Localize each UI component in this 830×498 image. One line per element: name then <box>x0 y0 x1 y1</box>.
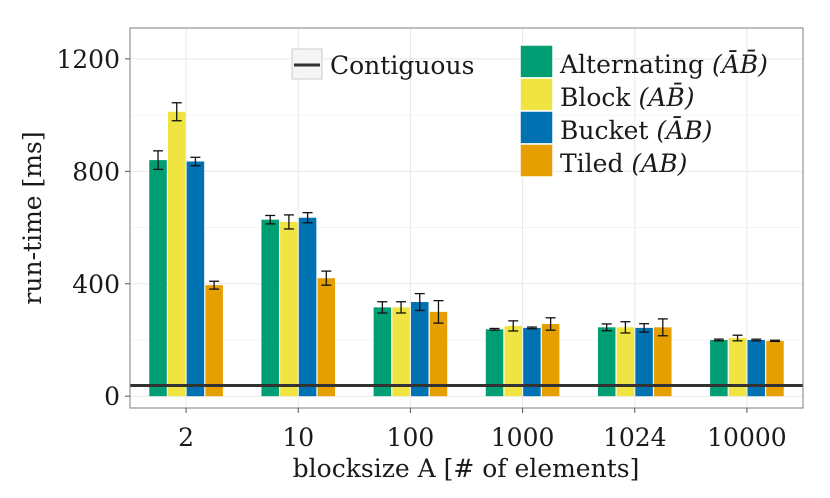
plot-panel-border <box>129 27 804 409</box>
bar-tiled <box>317 278 336 397</box>
x-tick-label: 10000 <box>707 423 787 452</box>
bar-alternating <box>373 307 392 397</box>
bar-block <box>728 338 747 397</box>
legend-series: Alternating (ĀB̄) Block (AB̄) Bucket (ĀB) T… <box>519 44 768 178</box>
bar-block <box>504 325 522 397</box>
y-tick-label: 1200 <box>56 45 120 74</box>
legend-name: Alternating <box>559 50 712 79</box>
legend-swatch-block <box>519 77 554 112</box>
legend-swatch-bucket <box>519 110 554 145</box>
legend-swatch-tiled <box>519 143 554 178</box>
x-axis-title: blocksize A [# of elements] <box>293 454 640 483</box>
legend-label-bucket: Bucket (ĀB) <box>560 116 712 145</box>
x-tick-label: 100 <box>387 423 435 452</box>
y-tick-label: 400 <box>72 270 120 299</box>
bar-alternating <box>597 327 616 397</box>
x-tick-label: 1000 <box>491 423 555 452</box>
legend-name: Tiled <box>560 149 631 178</box>
x-tick-label: 2 <box>178 423 194 452</box>
bar-alternating <box>485 329 504 397</box>
bar-tiled <box>205 285 223 397</box>
bar-alternating <box>149 160 167 397</box>
bar-block <box>616 327 635 397</box>
error-bars <box>153 102 780 343</box>
grid <box>130 28 803 408</box>
legend-name: Block <box>560 83 639 112</box>
bar-block <box>280 221 298 397</box>
legend-math: (AB̄) <box>639 83 695 112</box>
legend-math: (AB) <box>631 149 687 178</box>
y-tick-label: 0 <box>104 382 120 411</box>
legend-name: Bucket <box>560 116 656 145</box>
legend-math: (ĀB) <box>656 116 712 145</box>
bar-bucket <box>747 339 766 397</box>
legend-label-tiled: Tiled (AB) <box>560 149 687 178</box>
y-axis-title: run-time [ms] <box>18 131 47 304</box>
bar-bucket <box>411 302 429 397</box>
legend-swatch-alternating <box>519 44 554 79</box>
x-tick-label: 10 <box>282 423 314 452</box>
legend-contiguous-label: Contiguous <box>330 51 474 80</box>
axis-ticks: 0 400 800 1200 2 10 100 1000 1024 10000 <box>56 45 786 452</box>
legend-math: (ĀB̄) <box>712 50 768 79</box>
bar-tiled <box>654 327 672 397</box>
bar-bucket <box>186 161 205 397</box>
bar-alternating <box>710 339 728 397</box>
x-tick-label: 1024 <box>603 423 667 452</box>
bar-tiled <box>541 323 560 397</box>
legend-contiguous: Contiguous <box>291 48 474 80</box>
bar-bucket <box>635 327 653 397</box>
bars <box>149 111 784 397</box>
bar-block <box>167 111 186 397</box>
legend-label-block: Block (AB̄) <box>560 83 694 112</box>
bar-tiled <box>429 311 448 397</box>
bar-bucket <box>523 327 541 397</box>
bar-alternating <box>261 219 279 397</box>
legend-label-alternating: Alternating (ĀB̄) <box>559 50 768 79</box>
bar-tiled <box>766 340 784 397</box>
bar-bucket <box>298 217 317 397</box>
y-tick-label: 800 <box>72 157 120 186</box>
bar-block <box>392 307 410 397</box>
